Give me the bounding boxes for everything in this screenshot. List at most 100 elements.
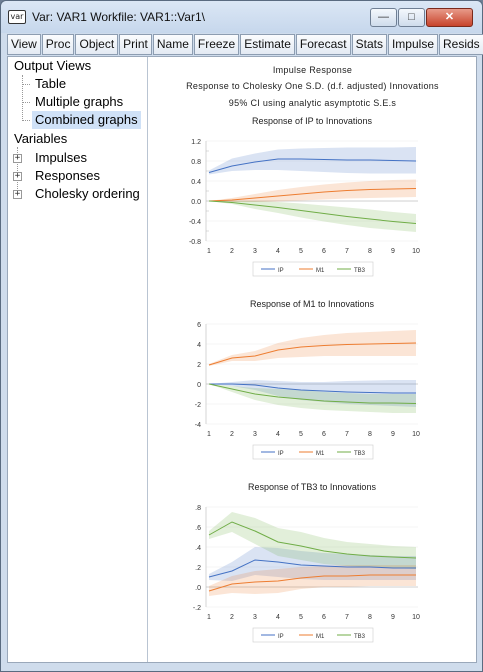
y-tick-label: -0.8: [189, 239, 201, 246]
y-tick-label: 2: [197, 362, 201, 369]
chart-3: Response of TB3 to Innovations -.2 .0 .2 .4.…: [193, 482, 420, 643]
x-tick-label: 6: [322, 431, 326, 438]
x-tick-label: 1: [207, 431, 211, 438]
tree-multiple-graphs[interactable]: Multiple graphs: [35, 94, 124, 109]
chart-title: Response of IP to Innovations: [252, 116, 372, 126]
series-line-ip: [208, 158, 417, 173]
x-tick-label: 8: [368, 614, 372, 621]
name-button[interactable]: Name: [152, 34, 193, 55]
tree-responses[interactable]: Responses: [35, 168, 101, 183]
x-tick-label: 1: [207, 248, 211, 255]
series-line-ip: [209, 383, 416, 394]
x-tick-label: 4: [276, 431, 280, 438]
x-tick-label: 9: [391, 431, 395, 438]
y-tick-label: 0.4: [191, 179, 201, 186]
x-tick-label: 8: [368, 431, 372, 438]
impulse-button[interactable]: Impulse: [387, 34, 438, 55]
ci-band-m1: [209, 330, 416, 366]
legend-label: IP: [278, 268, 284, 274]
y-tick-label: .4: [195, 545, 201, 552]
graph-header-subtitle: Response to Cholesky One S.D. (d.f. adju…: [186, 81, 439, 91]
expand-impulses-icon[interactable]: +: [13, 153, 22, 163]
x-tick-label: 8: [368, 248, 372, 255]
x-tick-label: 7: [345, 614, 349, 621]
x-tick-label: 2: [230, 431, 234, 438]
y-tick-label: 1.2: [191, 139, 201, 146]
output-tree: Output Views Table Multiple graphs Combi…: [8, 57, 148, 662]
graph-pane: Impulse Response Response to Cholesky On…: [149, 57, 476, 662]
estimate-button[interactable]: Estimate: [240, 34, 295, 55]
ci-band-tb3: [209, 384, 416, 413]
x-tick-label: 10: [412, 248, 420, 255]
series-line-m1: [208, 574, 416, 592]
tree-table[interactable]: Table: [35, 76, 67, 91]
tree-impulses[interactable]: Impulses: [35, 150, 88, 165]
minimize-icon: —: [378, 11, 389, 23]
maximize-icon: □: [408, 11, 415, 23]
y-tick-label: 0: [197, 382, 201, 389]
x-tick-label: 7: [345, 248, 349, 255]
x-tick-label: 5: [299, 431, 303, 438]
proc-button[interactable]: Proc: [41, 34, 75, 55]
minimize-button[interactable]: —: [370, 8, 397, 27]
series-line-ip: [208, 559, 416, 578]
y-tick-label: -0.4: [189, 219, 201, 226]
y-tick-label: .0: [195, 585, 201, 592]
legend-label: IP: [278, 634, 284, 640]
tree-variables[interactable]: Variables: [14, 131, 68, 146]
tree-cholesky-ordering[interactable]: Cholesky ordering: [35, 186, 140, 201]
y-tick-label: 4: [197, 342, 201, 349]
x-tick-label: 10: [412, 614, 420, 621]
freeze-button[interactable]: Freeze: [193, 34, 240, 55]
ci-band-m1: [209, 179, 416, 202]
x-tick-label: 2: [230, 614, 234, 621]
legend-label: TB3: [354, 634, 366, 640]
stats-button[interactable]: Stats: [351, 34, 387, 55]
close-icon: ✕: [444, 11, 455, 23]
tree-combined-graphs[interactable]: Combined graphs: [32, 111, 141, 129]
x-tick-label: 6: [322, 248, 326, 255]
series-line-m1: [208, 342, 417, 366]
chart-1: Response of IP to Innovations -0.8 -0.4 0.0…: [189, 116, 420, 277]
y-tick-label: 0.8: [191, 159, 201, 166]
ci-band-tb3: [209, 512, 416, 569]
graph-header-ci: 95% CI using analytic asymptotic S.E.s: [228, 98, 397, 108]
ci-band-m1: [209, 565, 416, 596]
legend-label: M1: [316, 451, 325, 457]
series-line-m1: [208, 188, 417, 202]
resids-button[interactable]: Resids: [439, 34, 483, 55]
legend-label: TB3: [354, 268, 366, 274]
x-tick-label: 9: [391, 614, 395, 621]
y-tick-label: 6: [197, 322, 201, 329]
y-tick-label: -2: [195, 402, 201, 409]
title-bar[interactable]: var Var: VAR1 Workfile: VAR1::Var1\ — □ …: [1, 1, 482, 33]
chart-legend: IP M1 TB3: [252, 444, 374, 460]
x-tick-label: 2: [230, 248, 234, 255]
x-tick-label: 3: [253, 248, 257, 255]
expand-responses-icon[interactable]: +: [13, 171, 22, 181]
object-button[interactable]: Object: [75, 34, 119, 55]
legend-label: M1: [316, 634, 325, 640]
y-tick-label: .2: [195, 565, 201, 572]
ci-band-ip: [209, 147, 416, 175]
maximize-button[interactable]: □: [398, 8, 425, 27]
x-tick-label: 3: [253, 614, 257, 621]
chart-legend: IP M1 TB3: [252, 261, 374, 277]
content-area: Output Views Table Multiple graphs Combi…: [7, 56, 477, 663]
expand-cholesky-icon[interactable]: +: [13, 189, 22, 199]
forecast-button[interactable]: Forecast: [295, 34, 351, 55]
view-button[interactable]: View: [7, 34, 41, 55]
close-button[interactable]: ✕: [426, 8, 473, 27]
graph-header-title: Impulse Response: [272, 65, 353, 75]
print-button[interactable]: Print: [119, 34, 152, 55]
var-app-icon: var: [8, 10, 26, 24]
y-tick-label: 0.0: [191, 199, 201, 206]
ci-band-ip: [209, 380, 416, 407]
x-tick-label: 6: [322, 614, 326, 621]
series-line-tb3: [208, 521, 417, 559]
chart-2: Response of M1 to Innovations -4 -2 0 2 4 6 1 2 3…: [195, 299, 420, 460]
chart-title: Response of M1 to Innovations: [250, 299, 375, 309]
tree-output-views[interactable]: Output Views: [14, 58, 92, 73]
chart-title: Response of TB3 to Innovations: [248, 482, 376, 492]
